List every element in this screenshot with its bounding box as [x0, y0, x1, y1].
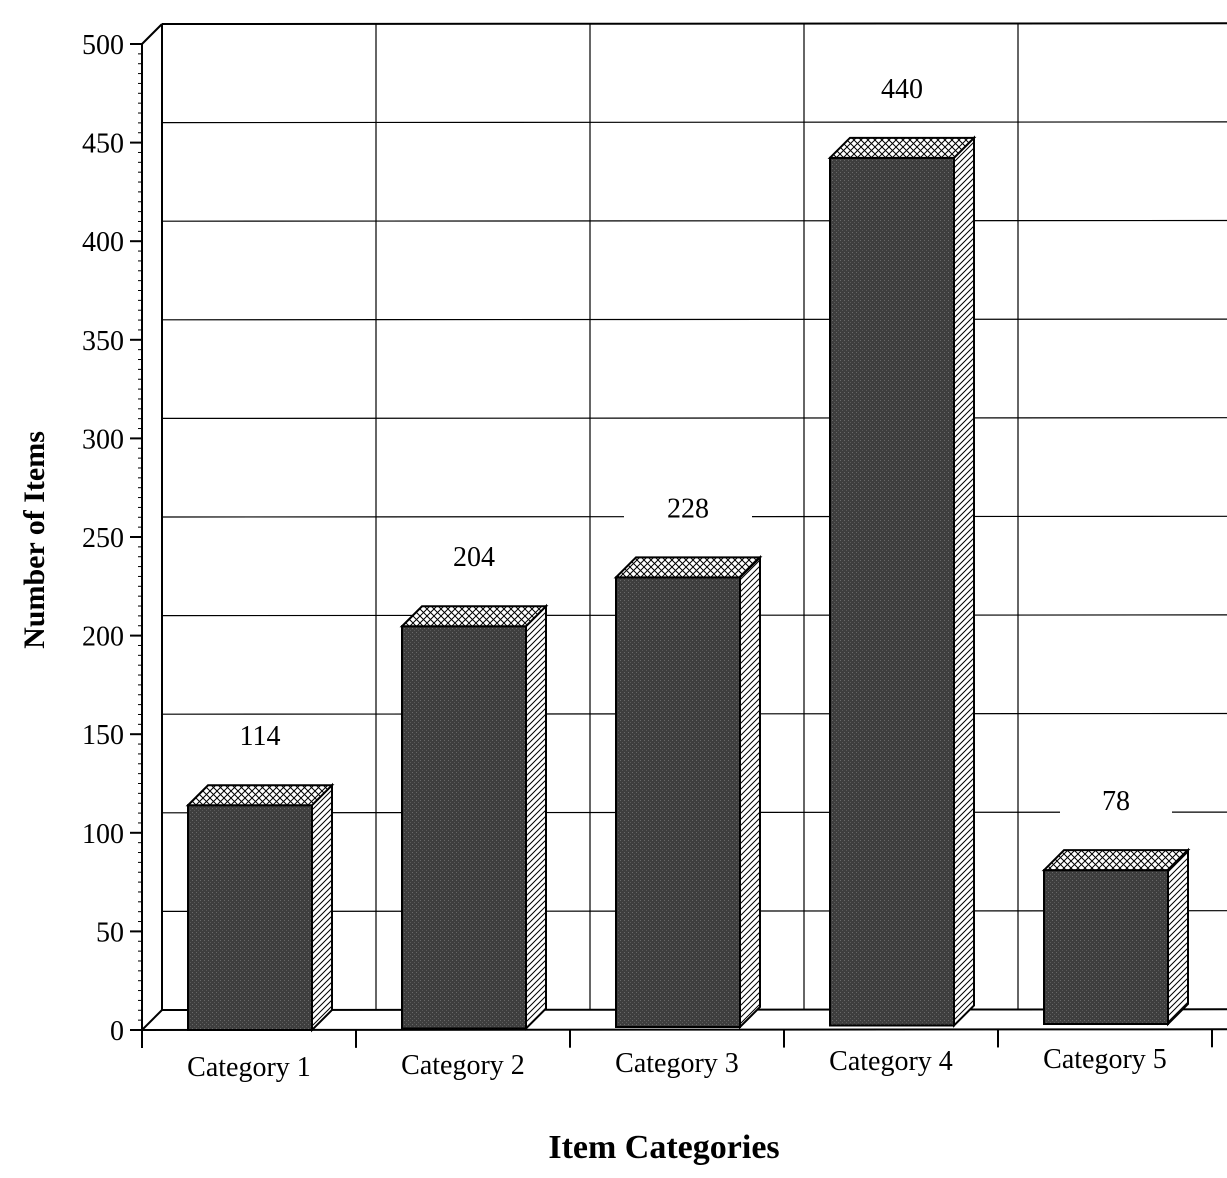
data-label-background: [1060, 782, 1172, 819]
x-tick-label: Category 5: [1043, 1044, 1167, 1075]
bar-group: [1041, 847, 1191, 1027]
data-label: 114: [240, 721, 281, 752]
bar-group: [399, 603, 549, 1031]
bar-side: [739, 554, 761, 1030]
x-axis-label: Item Categories: [548, 1129, 779, 1166]
data-label: 204: [453, 542, 495, 573]
y-tick-label: 150: [82, 720, 124, 751]
x-tick-label: Category 2: [401, 1050, 525, 1081]
data-label: 78: [1102, 786, 1130, 817]
y-tick-label: 350: [82, 326, 124, 357]
y-tick-label: 250: [82, 523, 124, 554]
bar-side: [1167, 847, 1189, 1027]
gridline-h: [161, 219, 1227, 222]
y-tick-label: 300: [82, 424, 124, 455]
y-tick-label: 400: [82, 227, 124, 258]
y-tick-label: 50: [96, 917, 124, 948]
side-wall-top: [141, 23, 163, 45]
data-label: 228: [667, 493, 709, 524]
bar-top: [185, 784, 335, 807]
bar-front: [401, 625, 527, 1030]
bar-group: [827, 135, 977, 1028]
bar-top: [613, 556, 763, 579]
gridline-h: [161, 121, 1227, 124]
x-tick-label: Category 3: [615, 1048, 739, 1079]
data-label-background: [624, 489, 752, 526]
bar-top: [399, 605, 549, 628]
y-tick-label: 450: [82, 129, 124, 160]
floor-front-edge: [141, 1028, 1227, 1031]
gridline-h: [161, 318, 1227, 321]
bar-side: [525, 603, 547, 1031]
bars: [185, 135, 1191, 1033]
gridline-h: [161, 417, 1227, 419]
y-axis-label: Number of Items: [18, 431, 51, 649]
axes: 0 50 100 150 200 250 300 350 400 450 500 Category 1…: [82, 23, 1227, 1083]
data-labels: 114 204 228 440 78: [240, 74, 1172, 819]
bar-side: [311, 782, 333, 1033]
bar-front: [615, 576, 741, 1028]
y-tick-label: 200: [82, 622, 124, 653]
floor-left-edge: [141, 1009, 163, 1031]
x-tick-label: Category 1: [187, 1052, 311, 1083]
back-wall-top: [161, 22, 1227, 25]
bar-top: [827, 136, 977, 159]
y-tick-label: 500: [82, 30, 124, 61]
bar-group: [185, 782, 335, 1033]
bar-side: [953, 135, 975, 1028]
data-label: 440: [881, 74, 923, 105]
bar-front: [1043, 869, 1169, 1026]
bar-group: [613, 554, 763, 1030]
bar-front: [829, 156, 955, 1027]
bar-front: [187, 804, 313, 1032]
bar-top: [1041, 849, 1191, 872]
y-tick-label: 100: [82, 819, 124, 850]
y-tick-label: 0: [110, 1016, 124, 1047]
x-tick-label: Category 4: [829, 1046, 953, 1077]
